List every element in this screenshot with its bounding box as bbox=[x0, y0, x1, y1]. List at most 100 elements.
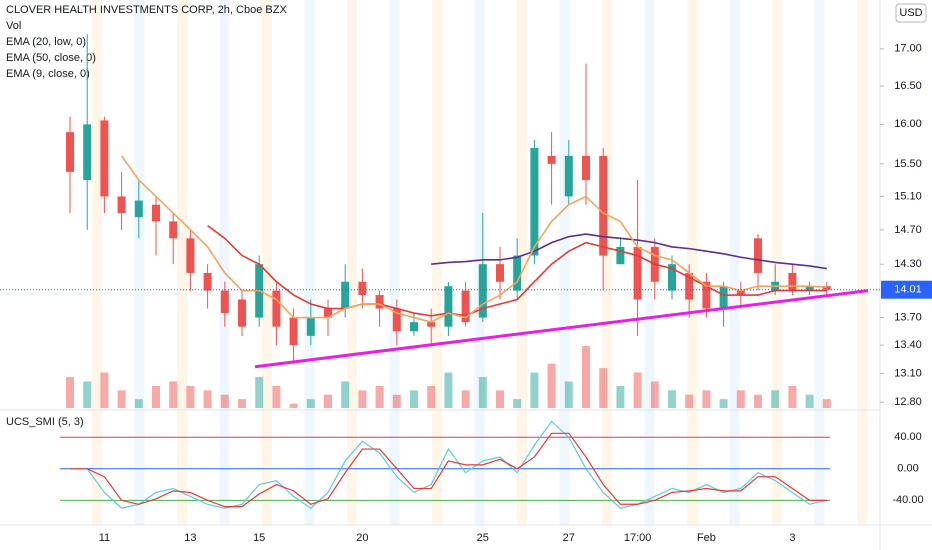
volume-bar bbox=[100, 372, 109, 408]
candle-body bbox=[822, 286, 831, 290]
chart-title: CLOVER HEALTH INVESTMENTS CORP, 2h, Cboe… bbox=[6, 4, 287, 16]
indicator-title: UCS_SMI (5, 3) bbox=[6, 416, 84, 428]
candle-body bbox=[203, 272, 212, 291]
candle-body bbox=[375, 295, 384, 309]
candle-body bbox=[616, 246, 625, 265]
volume-bar bbox=[220, 394, 229, 408]
candle-body bbox=[306, 317, 315, 336]
volume-bar bbox=[530, 372, 539, 408]
volume-bar bbox=[152, 385, 160, 408]
session-band bbox=[644, 0, 655, 525]
y-tick-label: 16.00 bbox=[894, 118, 922, 130]
volume-bar bbox=[169, 381, 178, 408]
y-tick-label: 17.00 bbox=[894, 43, 922, 55]
volume-bar bbox=[736, 390, 745, 408]
y-tick-label: 14.30 bbox=[894, 258, 922, 270]
session-band bbox=[814, 0, 825, 525]
candle-body bbox=[358, 281, 367, 296]
x-tick-label: 27 bbox=[563, 532, 575, 544]
volume-bar bbox=[771, 390, 780, 408]
volume-bar bbox=[822, 399, 831, 408]
volume-bar bbox=[616, 385, 625, 408]
volume-bar bbox=[306, 399, 315, 408]
volume-bar bbox=[461, 390, 470, 408]
volume-bar bbox=[788, 385, 797, 408]
session-band bbox=[219, 0, 230, 525]
volume-bar bbox=[444, 372, 453, 408]
x-tick-label: 3 bbox=[789, 532, 795, 544]
x-tick-label: 15 bbox=[253, 532, 265, 544]
candle-body bbox=[599, 155, 608, 256]
trendline bbox=[254, 289, 869, 369]
candle-body bbox=[633, 246, 642, 300]
y-tick-label: 15.10 bbox=[894, 190, 922, 202]
volume-bar bbox=[375, 385, 384, 408]
volume-bar bbox=[203, 390, 212, 408]
currency-box[interactable] bbox=[895, 3, 927, 23]
y-tick-label: 14.70 bbox=[894, 224, 922, 236]
volume-bar bbox=[650, 381, 659, 408]
candle-body bbox=[513, 255, 522, 291]
volume-bar bbox=[496, 390, 504, 408]
candle-body bbox=[668, 264, 676, 291]
y-tick-label: 0.00 bbox=[897, 463, 918, 475]
candle-body bbox=[564, 155, 573, 197]
candle-body bbox=[444, 286, 453, 327]
volume-bar bbox=[289, 403, 298, 408]
candle-body bbox=[805, 286, 814, 291]
candle-body bbox=[582, 155, 590, 181]
candle-body bbox=[238, 299, 246, 327]
currency: USD bbox=[899, 7, 922, 19]
session-band bbox=[304, 0, 315, 525]
candle-body bbox=[220, 290, 229, 314]
candle-body bbox=[754, 238, 762, 273]
volume-bar bbox=[478, 377, 487, 408]
ema-line bbox=[431, 233, 827, 270]
ema-line bbox=[207, 224, 827, 317]
session-band bbox=[474, 0, 485, 525]
y-tick-label: 40.00 bbox=[894, 431, 922, 443]
candle-body bbox=[341, 281, 350, 309]
last-price-box bbox=[881, 280, 932, 299]
session-band bbox=[177, 0, 187, 525]
volume-bar bbox=[564, 381, 573, 408]
candle-body bbox=[289, 317, 298, 346]
x-tick-label: 17:00 bbox=[624, 532, 652, 544]
candle-body bbox=[736, 290, 745, 296]
candle-body bbox=[392, 308, 401, 332]
legend-item: EMA (50, close, 0) bbox=[6, 52, 96, 64]
volume-bar bbox=[255, 377, 264, 408]
y-tick-label: 12.80 bbox=[894, 396, 922, 408]
volume-bar bbox=[186, 385, 195, 408]
candle-body bbox=[169, 221, 178, 239]
candle-body bbox=[66, 132, 74, 172]
candle-body bbox=[461, 290, 470, 323]
legend-item: EMA (9, close, 0) bbox=[6, 68, 90, 80]
candle-body bbox=[547, 155, 556, 164]
session-band bbox=[729, 0, 740, 525]
x-tick-label: 11 bbox=[99, 532, 110, 544]
candle-body bbox=[427, 322, 436, 327]
ema-line bbox=[120, 155, 827, 323]
y-tick-label: 13.70 bbox=[894, 311, 922, 323]
volume-bar bbox=[238, 399, 246, 408]
volume-bar bbox=[392, 394, 401, 408]
candle-body bbox=[530, 147, 539, 256]
volume-bar bbox=[513, 399, 522, 408]
x-tick-label: 13 bbox=[184, 532, 196, 544]
x-tick-label: Feb bbox=[697, 532, 716, 544]
volume-bar bbox=[754, 394, 762, 408]
volume-bar bbox=[633, 372, 642, 408]
volume-bar bbox=[427, 385, 436, 408]
candle-body bbox=[410, 322, 418, 332]
volume-bar bbox=[410, 390, 418, 408]
session-band bbox=[389, 0, 400, 525]
volume-bar bbox=[582, 346, 590, 408]
legend-item: Vol bbox=[6, 20, 21, 32]
volume-bar bbox=[685, 394, 694, 408]
candle-body bbox=[702, 281, 711, 309]
last-price-label: 14.01 bbox=[894, 284, 922, 296]
y-tick-label: 13.10 bbox=[894, 367, 922, 379]
volume-bar bbox=[272, 385, 281, 408]
